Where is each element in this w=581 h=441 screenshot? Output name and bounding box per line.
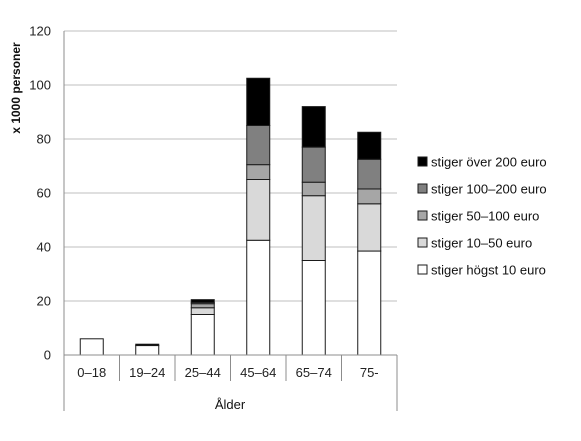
bar-segment: [246, 164, 271, 180]
bar-segment: [301, 181, 326, 197]
legend: stiger över 200 euro stiger 100–200 euro s…: [417, 155, 547, 278]
legend-label: stiger 100–200 euro: [431, 182, 547, 197]
bar-segment: [190, 314, 215, 356]
x-tick-label: 19–24: [129, 365, 165, 380]
y-axis-label: x 1000 personer: [9, 42, 23, 134]
x-tick-label: 65–74: [296, 365, 332, 380]
bar-segment: [246, 77, 271, 126]
legend-label: stiger 10–50 euro: [431, 236, 532, 251]
legend-label: stiger över 200 euro: [431, 155, 547, 170]
x-tick-label: 45–64: [240, 365, 276, 380]
legend-label: stiger 50–100 euro: [431, 209, 539, 224]
bar-segment: [246, 125, 271, 166]
bar-segment: [190, 307, 215, 315]
axes: [63, 31, 398, 411]
bar-segment: [301, 260, 326, 356]
y-tick-label: 0: [44, 348, 51, 363]
legend-swatch: [417, 264, 428, 275]
legend-swatch: [417, 237, 428, 248]
legend-swatch: [417, 156, 428, 167]
y-tick-label: 80: [37, 132, 51, 147]
x-tick-labels: 0–18 19–24 25–44 45–64 65–74 75-: [77, 365, 378, 380]
y-tick-label: 60: [37, 186, 51, 201]
y-tick-label: 20: [37, 294, 51, 309]
bar-segment: [190, 303, 215, 309]
legend-label: stiger högst 10 euro: [431, 263, 546, 278]
bar-segment: [357, 131, 382, 160]
y-tick-labels: 0 20 40 60 80 100 120: [29, 24, 51, 363]
x-tick-label: 0–18: [77, 365, 106, 380]
y-tick-label: 100: [29, 78, 51, 93]
y-tick-label: 120: [29, 24, 51, 39]
bar-segment: [246, 239, 271, 356]
bar-segment: [246, 179, 271, 241]
bar-segment: [190, 299, 215, 303]
bar-segment: [301, 106, 326, 148]
bar-segment: [135, 343, 160, 347]
bar-segment: [79, 338, 104, 356]
bar-segment: [357, 158, 382, 190]
legend-swatch: [417, 183, 428, 194]
bar-segment: [135, 345, 160, 356]
gridlines: [64, 30, 397, 302]
bar-segment: [357, 203, 382, 252]
y-tick-label: 40: [37, 240, 51, 255]
bars: [79, 77, 382, 356]
bar-segment: [357, 188, 382, 205]
x-tick-label: 75-: [360, 365, 379, 380]
bar-segment: [301, 146, 326, 183]
x-tick-label: 25–44: [185, 365, 221, 380]
bar-segment: [357, 250, 382, 356]
x-axis-label: Ålder: [215, 397, 246, 412]
legend-swatch: [417, 210, 428, 221]
bar-segment: [301, 195, 326, 261]
